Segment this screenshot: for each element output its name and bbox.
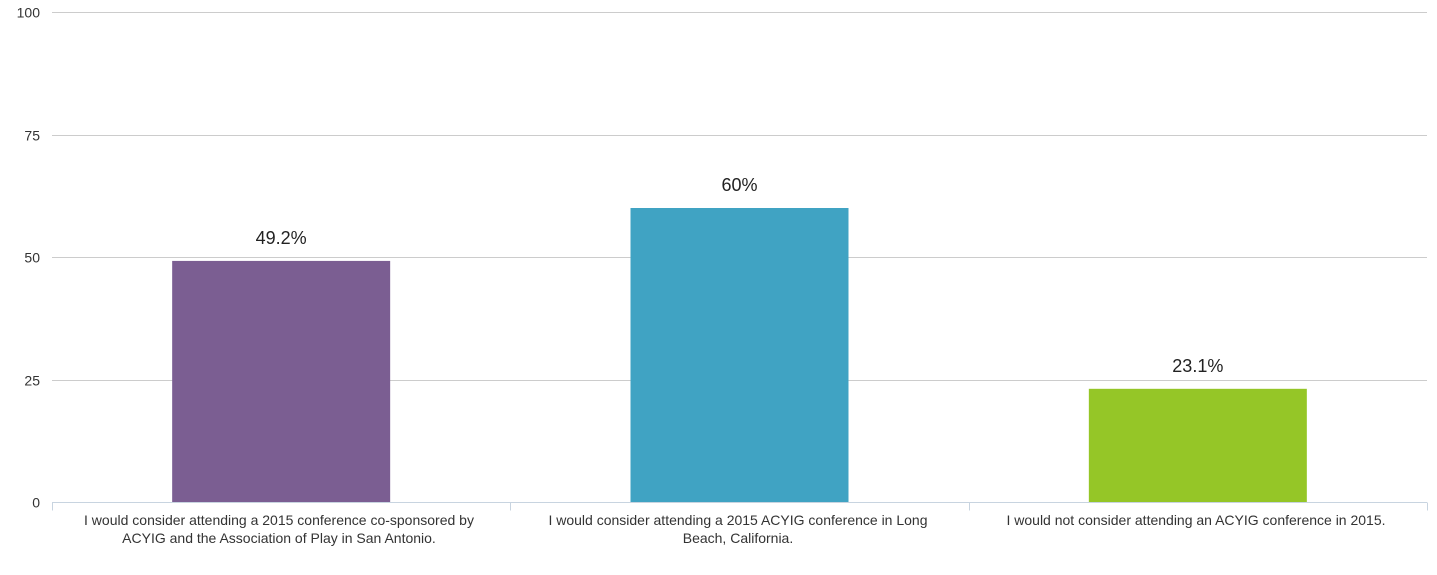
data-label-3: 23.1% [1172, 356, 1223, 376]
y-tick-label: 100 [17, 5, 41, 21]
y-tick-label: 75 [24, 128, 40, 144]
category-label-2: I would consider attending a 2015 ACYIG … [548, 512, 928, 546]
y-tick-label: 25 [24, 373, 40, 389]
category-label-3: I would not consider attending an ACYIG … [1006, 512, 1386, 528]
bar-1 [172, 260, 391, 502]
bar-2 [630, 208, 849, 502]
data-label-1: 49.2% [256, 228, 307, 248]
bar-3 [1088, 388, 1307, 502]
y-tick-label: 50 [24, 250, 40, 266]
y-axis-ticks: 0 25 50 75 100 [17, 5, 41, 511]
data-label-2: 60% [721, 175, 757, 195]
data-labels: 49.2% 60% 23.1% [256, 175, 1224, 376]
bars [172, 208, 1307, 502]
category-label-1: I would consider attending a 2015 confer… [84, 512, 474, 546]
x-axis [52, 502, 1428, 511]
y-tick-label: 0 [32, 495, 40, 511]
